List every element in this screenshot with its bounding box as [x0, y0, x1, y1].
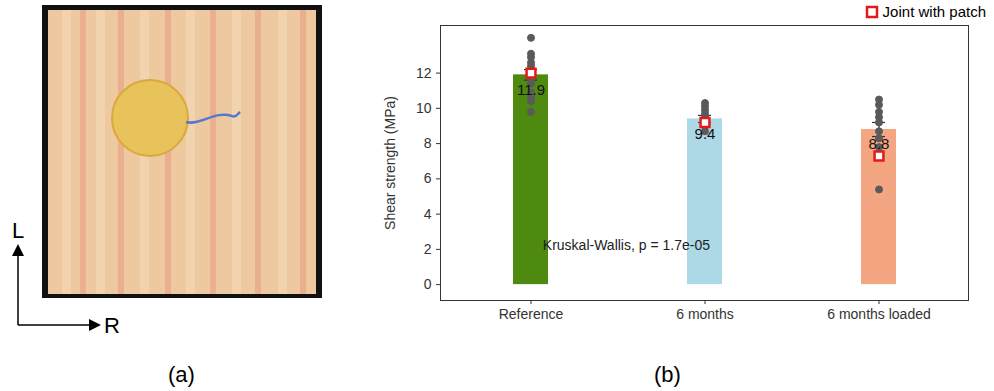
- svg-text:6 months loaded: 6 months loaded: [827, 306, 931, 322]
- html-text:(b): (b): [654, 362, 681, 387]
- svg-text:8: 8: [424, 135, 432, 151]
- svg-text:4: 4: [424, 206, 432, 222]
- svg-text:Shear strength (MPa): Shear strength (MPa): [382, 96, 398, 230]
- svg-text:2: 2: [424, 241, 432, 257]
- svg-text:Kruskal-Wallis, p = 1.7e-05: Kruskal-Wallis, p = 1.7e-05: [543, 237, 710, 253]
- svg-text:6: 6: [424, 170, 432, 186]
- html-text:Joint with patch: Joint with patch: [882, 3, 986, 20]
- svg-text:6 months: 6 months: [676, 306, 734, 322]
- html-text:(a): (a): [168, 362, 195, 387]
- svg-text:11.9: 11.9: [517, 81, 545, 98]
- svg-text:12: 12: [416, 65, 432, 81]
- svg-text:0: 0: [424, 276, 432, 292]
- svg-text:R: R: [104, 313, 120, 338]
- svg-text:8.8: 8.8: [869, 135, 890, 152]
- svg-text:9.4: 9.4: [695, 125, 716, 142]
- svg-text:10: 10: [416, 100, 432, 116]
- svg-text:Reference: Reference: [499, 306, 564, 322]
- svg-text:L: L: [12, 218, 24, 243]
